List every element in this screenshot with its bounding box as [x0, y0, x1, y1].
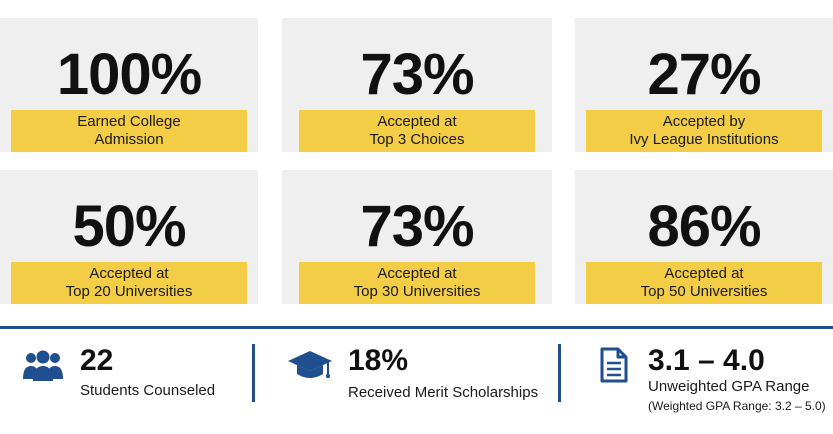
students-count: 22: [80, 344, 114, 377]
stat-card-label: Accepted at Top 30 Universities: [299, 262, 535, 304]
stat-card-value: 86%: [647, 194, 761, 259]
stat-card: 50% Accepted at Top 20 Universities: [0, 170, 258, 304]
gpa-range-label: Unweighted GPA Range: [648, 378, 810, 395]
summary-stat-scholarships: 18% Received Merit Scholarships: [270, 329, 555, 434]
stat-card: 100% Earned College Admission: [0, 18, 258, 152]
stat-card: 86% Accepted at Top 50 Universities: [575, 170, 833, 304]
summary-stat-gpa: 3.1 – 4.0 Unweighted GPA Range (Weighted…: [575, 329, 833, 434]
stat-card: 73% Accepted at Top 3 Choices: [282, 18, 552, 152]
scholarships-percent: 18%: [348, 344, 409, 377]
stat-card: 27% Accepted by Ivy League Institutions: [575, 18, 833, 152]
summary-stats: 22 Students Counseled 18% Received Merit…: [0, 329, 833, 434]
stat-card-label: Earned College Admission: [11, 110, 247, 152]
weighted-gpa-note: (Weighted GPA Range: 3.2 – 5.0): [648, 399, 826, 413]
section-divider: [0, 326, 833, 329]
stat-card-value: 50%: [72, 194, 186, 259]
graduation-cap-icon: [286, 349, 334, 388]
stat-card-value: 27%: [647, 42, 761, 107]
stat-card-label: Accepted at Top 3 Choices: [299, 110, 535, 152]
stat-card-value: 73%: [360, 42, 474, 107]
stat-card-value: 100%: [56, 42, 202, 107]
summary-stat-students: 22 Students Counseled: [0, 329, 250, 434]
students-label: Students Counseled: [80, 382, 216, 399]
stat-card-label: Accepted at Top 20 Universities: [11, 262, 247, 304]
people-group-icon: [22, 349, 64, 388]
document-icon: [600, 347, 628, 388]
stat-card-label: Accepted by Ivy League Institutions: [586, 110, 822, 152]
stat-separator: [558, 344, 561, 402]
gpa-range-value: 3.1 – 4.0: [648, 344, 765, 377]
scholarships-label: Received Merit Scholarships: [348, 384, 539, 401]
stat-card-label: Accepted at Top 50 Universities: [586, 262, 822, 304]
stat-card: 73% Accepted at Top 30 Universities: [282, 170, 552, 304]
stat-card-value: 73%: [360, 194, 474, 259]
stat-separator: [252, 344, 255, 402]
stats-grid: 100% Earned College Admission 73% Accept…: [0, 18, 833, 304]
